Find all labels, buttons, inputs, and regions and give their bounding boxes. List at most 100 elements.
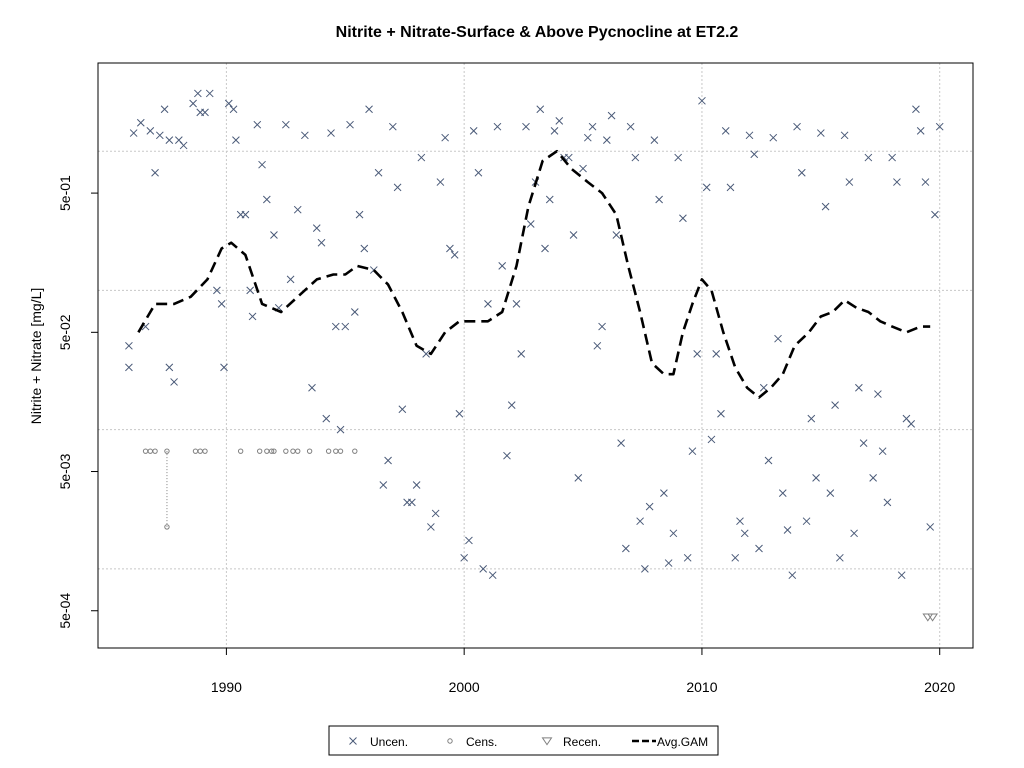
uncensored-point: [774, 334, 782, 343]
uncensored-point: [550, 126, 559, 135]
uncensored-point: [845, 178, 854, 186]
x-stroke: [698, 96, 706, 105]
uncensored-point: [455, 409, 464, 418]
uncensored-point: [446, 244, 454, 253]
x-stroke: [526, 220, 535, 228]
x-stroke: [201, 108, 209, 117]
x-stroke: [450, 251, 459, 259]
x-stroke: [579, 164, 587, 173]
x-stroke: [712, 350, 721, 358]
x-stroke: [859, 439, 868, 447]
uncensored-point: [888, 153, 897, 162]
uncensored-point: [253, 120, 262, 129]
legend-label: Uncen.: [370, 735, 408, 749]
uncensored-point: [422, 350, 430, 358]
uncensored-point: [874, 390, 882, 398]
uncensored-point: [125, 363, 133, 372]
x-stroke: [679, 214, 687, 223]
x-stroke: [745, 131, 754, 140]
x-stroke: [522, 122, 530, 131]
uncensored-point: [707, 435, 716, 444]
uncensored-point: [935, 122, 944, 131]
uncensored-point: [125, 341, 133, 350]
uncensored-point: [883, 498, 892, 507]
uncensored-point: [129, 129, 138, 137]
uncensored-point: [655, 195, 663, 204]
x-stroke: [493, 122, 502, 131]
x-stroke: [869, 474, 877, 482]
uncensored-point: [155, 131, 164, 140]
uncensored-point: [229, 105, 238, 114]
x-stroke: [317, 238, 326, 247]
uncensored-point: [170, 378, 178, 386]
x-stroke: [660, 489, 668, 497]
uncensored-point: [136, 118, 145, 127]
uncensored-point: [850, 529, 858, 538]
uncensored-point: [322, 414, 331, 423]
uncensored-point: [331, 322, 340, 331]
censored-point: [164, 524, 170, 530]
uncensored-point: [897, 571, 906, 580]
x-stroke: [465, 536, 473, 545]
x-stroke: [778, 489, 787, 497]
x-stroke: [598, 322, 606, 331]
uncensored-point: [778, 489, 787, 497]
x-stroke: [845, 178, 854, 186]
x-stroke: [655, 195, 663, 204]
x-stroke: [179, 141, 188, 150]
uncensored-point: [912, 105, 920, 114]
uncensored-point: [683, 553, 692, 562]
x-stroke: [617, 439, 625, 447]
legend-swatch-censored: [447, 738, 453, 744]
x-stroke: [688, 447, 697, 456]
x-stroke: [607, 111, 616, 120]
x-stroke: [125, 341, 133, 350]
x-stroke: [512, 300, 521, 308]
censored-point: [237, 448, 244, 454]
x-stroke: [812, 474, 820, 482]
uncensored-point: [641, 564, 649, 573]
x-stroke: [897, 571, 906, 580]
x-stroke: [921, 178, 930, 186]
x-stroke: [422, 350, 430, 358]
x-stroke: [155, 131, 164, 140]
uncensored-point: [450, 251, 459, 259]
x-stroke: [802, 517, 811, 526]
x-stroke: [301, 131, 309, 140]
uncensored-point: [379, 481, 388, 489]
legend-item: Cens.: [447, 735, 497, 749]
uncensored-point: [579, 164, 587, 173]
x-stroke: [503, 451, 511, 460]
uncensored-point: [189, 99, 197, 108]
uncensored-point: [893, 178, 901, 186]
x-stroke: [721, 126, 730, 135]
uncensored-point: [417, 153, 426, 162]
x-stroke: [564, 153, 573, 162]
x-stroke: [341, 322, 350, 331]
uncensored-point: [365, 105, 373, 114]
x-stroke: [645, 502, 654, 511]
uncensored-point: [588, 122, 597, 131]
uncensored-point: [721, 126, 730, 135]
x-stroke: [205, 89, 214, 98]
x-stroke: [312, 224, 321, 233]
x-stroke: [583, 133, 592, 142]
x-stroke: [517, 350, 526, 358]
censored-point: [164, 448, 170, 454]
x-stroke: [350, 308, 359, 316]
uncensored-point: [569, 231, 578, 239]
x-stroke: [498, 262, 507, 270]
uncensored-point: [232, 136, 240, 145]
uncensored-point: [712, 350, 721, 358]
x-stroke: [774, 334, 782, 343]
x-stroke: [717, 409, 725, 418]
uncensored-point: [636, 517, 644, 526]
uncensored-point: [826, 489, 835, 497]
x-stroke: [736, 517, 744, 526]
x-stroke: [446, 244, 454, 253]
x-stroke: [484, 300, 492, 308]
x-stroke: [125, 363, 133, 372]
uncensored-point: [555, 117, 564, 125]
uncensored-point: [479, 564, 488, 573]
x-stroke: [878, 447, 887, 456]
